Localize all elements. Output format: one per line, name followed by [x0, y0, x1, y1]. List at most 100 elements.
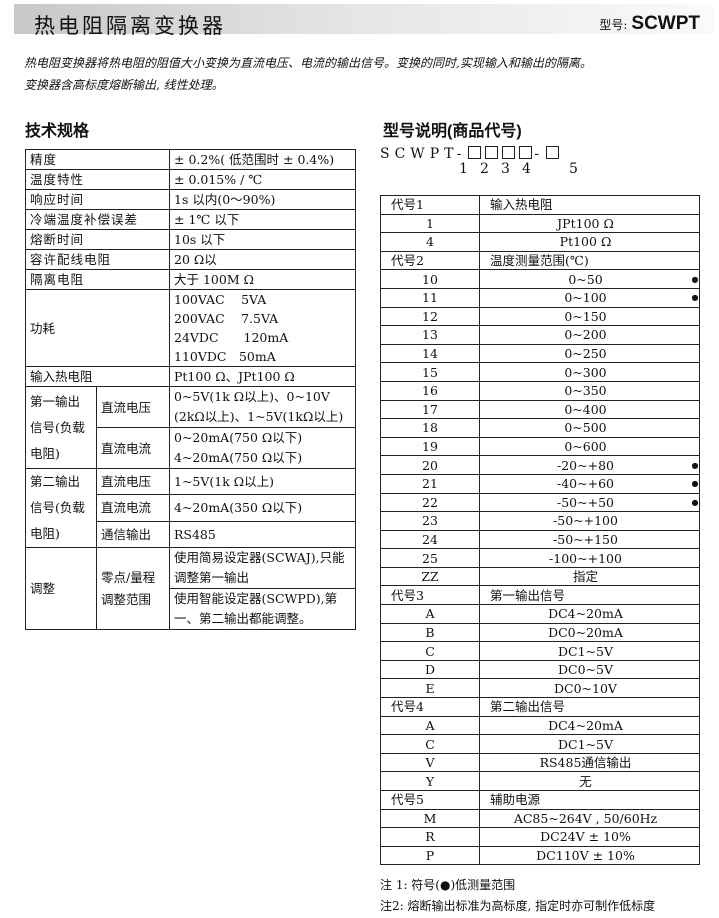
cell: -20~+80 — [479, 455, 691, 475]
cell — [691, 399, 700, 420]
cell: 25 — [380, 548, 480, 568]
cell: ± 0.015% / ℃ — [169, 169, 356, 190]
cell: 代号3 — [380, 585, 480, 606]
code-box — [485, 146, 499, 159]
cell: 10 — [380, 269, 480, 289]
cell: 0~200 — [479, 325, 691, 345]
cell: 温度测量范围(℃) — [479, 250, 691, 271]
model-heading: 型号说明(商品代号) — [383, 123, 522, 140]
cell: 响应时间 — [25, 189, 170, 210]
model-row: A DC4~20mA — [380, 715, 700, 736]
cell — [691, 715, 700, 736]
cell: -50~+50 — [479, 492, 691, 513]
code-digit: 4 — [522, 161, 531, 177]
cell: ● — [691, 269, 700, 289]
cell: D — [380, 659, 480, 680]
cell: 19 — [380, 436, 480, 457]
model-row: 10 0~50 ● — [380, 269, 700, 289]
cell: 指定 — [479, 566, 691, 587]
spec-row: 调整 零点/量程调整范围 使用简易设定器(SCWAJ),只能调整第一输出 — [25, 547, 356, 630]
code-box — [468, 146, 482, 159]
cell: R — [380, 827, 480, 847]
cell: 100VAC 5VA 200VAC 7.5VA 24VDC 120mA 110VDC … — [169, 289, 356, 367]
code-box — [502, 146, 516, 159]
model-label: 型号: SCWPT — [599, 13, 700, 35]
model-row: 18 0~500 — [380, 418, 700, 438]
model-row: 22 -50~+50 ● — [380, 492, 700, 513]
power-line: 200VAC 7.5VA — [174, 311, 279, 326]
cell: ZZ — [380, 566, 480, 587]
intro-line: 变换器含高标度熔断输出, 线性处理。 — [24, 78, 224, 92]
cell: V — [380, 752, 480, 773]
model-label-text: 型号: — [599, 18, 628, 32]
intro-paragraph: 热电阻变换器将热电阻的阻值大小变换为直流电压、电流的输出信号。变换的同时,实现输… — [24, 52, 714, 96]
cell: 功耗 — [25, 289, 170, 367]
cell: 第二输出信号(负载电阻) — [25, 468, 97, 548]
cell: ± 1℃ 以下 — [169, 209, 356, 230]
cell: DC4~20mA — [479, 715, 691, 736]
cell: C — [380, 734, 480, 754]
cell: DC110V ± 10% — [479, 845, 691, 866]
cell: 代号5 — [380, 790, 480, 810]
cell — [691, 641, 700, 661]
model-row: P DC110V ± 10% — [380, 845, 700, 866]
cell: DC0~5V — [479, 659, 691, 680]
cell: 1~5V(1k Ω以上) — [169, 467, 356, 496]
cell: 0~100 — [479, 287, 691, 308]
model-row: 17 0~400 — [380, 399, 700, 420]
cell — [691, 548, 700, 568]
intro-line: 热电阻变换器将热电阻的阻值大小变换为直流电压、电流的输出信号。变换的同时,实现输… — [24, 56, 592, 70]
model-prefix: SCWPT- — [380, 146, 467, 162]
cell: 4 — [380, 232, 480, 252]
model-row: M AC85~264V , 50/60Hz — [380, 808, 700, 829]
cell: 0~600 — [479, 436, 691, 457]
cell — [691, 604, 700, 624]
spec-row: 功耗 100VAC 5VA 200VAC 7.5VA 24VDC 120mA 110VD… — [25, 289, 356, 367]
spec-row: 精度 ± 0.2%( 低范围时 ± 0.4%) — [25, 149, 356, 170]
model-group-header: 代号5 辅助电源 — [380, 790, 700, 810]
cell: 直流电压 — [96, 467, 170, 496]
model-row: 15 0~300 — [380, 362, 700, 382]
cell: 精度 — [25, 149, 170, 170]
cell: M — [380, 808, 480, 829]
model-row: D DC0~5V — [380, 659, 700, 680]
page-title: 热电阻隔离变换器 — [34, 14, 226, 38]
spec-row: 使用智能设定器(SCWPD),第一、第二输出都能调整。 — [26, 588, 356, 630]
cell: 0~350 — [479, 380, 691, 401]
model-row: ZZ 指定 — [380, 566, 700, 587]
spec-row: 第一输出信号(负载电阻) 直流电压 0~5V(1k Ω以上)、0~10V (2kΩ以… — [25, 386, 356, 469]
model-row: B DC0~20mA — [380, 622, 700, 643]
model-row: 21 -40~+60 ● — [380, 473, 700, 494]
cell: 21 — [380, 473, 480, 494]
cell: 24 — [380, 529, 480, 550]
cell: 14 — [380, 343, 480, 364]
cell — [691, 845, 700, 866]
cell: DC0~10V — [479, 678, 691, 699]
spec-row: 直流电流 4~20mA(350 Ω以下) — [26, 494, 356, 522]
model-group-header: 代号2 温度测量范围(℃) — [380, 250, 700, 271]
cell: 代号1 — [380, 195, 480, 215]
model-row: 20 -20~+80 ● — [380, 455, 700, 475]
code-box — [546, 146, 560, 159]
cell: 12 — [380, 306, 480, 327]
spec-table: 精度 ± 0.2%( 低范围时 ± 0.4%) 温度特性 ± 0.015% / ℃ 响应… — [25, 149, 356, 630]
spec-row: 隔离电阻 大于 100M Ω — [25, 269, 356, 290]
model-name: SCWPT — [631, 13, 700, 34]
spec-row: 第二输出信号(负载电阻) 直流电压 1~5V(1k Ω以上) — [25, 467, 356, 548]
cell: -40~+60 — [479, 473, 691, 494]
cell: 20 Ω以 — [169, 249, 356, 270]
cell: 温度特性 — [25, 169, 170, 190]
spec-row: 输入热电阻 Pt100 Ω、JPt100 Ω — [25, 366, 356, 387]
cell: 冷端温度补偿误差 — [25, 209, 170, 230]
cell: RS485 — [169, 520, 356, 549]
cell — [691, 529, 700, 550]
cell: 18 — [380, 418, 480, 438]
model-row: 4 Pt100 Ω — [380, 232, 700, 252]
cell: 16 — [380, 380, 480, 401]
title-bar: 热电阻隔离变换器 型号: SCWPT — [14, 4, 714, 38]
cell: 0~20mA(750 Ω以下) 4~20mA(750 Ω以下) — [169, 427, 356, 469]
cell: 无 — [479, 771, 691, 791]
cell — [691, 771, 700, 791]
power-line: 110VDC 50mA — [174, 349, 276, 364]
code-box — [519, 146, 533, 159]
